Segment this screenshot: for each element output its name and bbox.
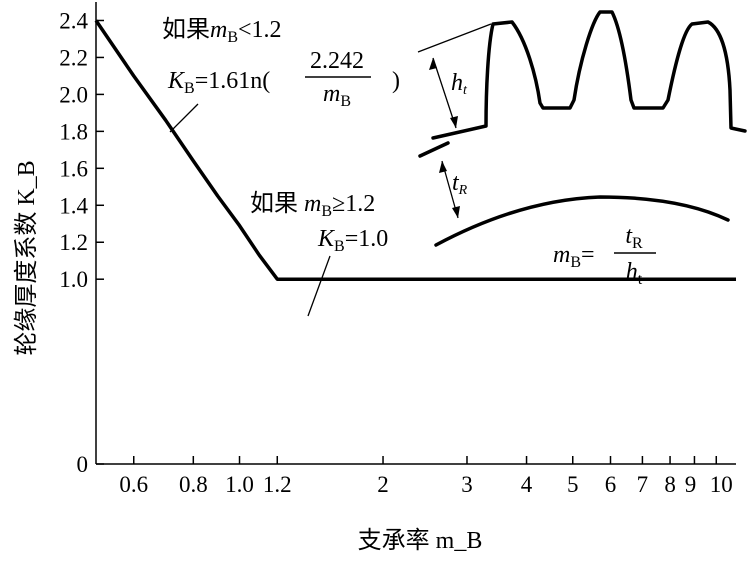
constant-label: KB=1.0 [317, 226, 388, 255]
y-tick-label: 1.4 [59, 193, 88, 218]
inset-tr-arrow-bottom [452, 206, 460, 218]
formula-denominator: mB [323, 81, 351, 110]
inset-ht-arrow-top [429, 58, 437, 70]
x-tick-label: 7 [637, 472, 649, 497]
y-tick-label: 2.0 [59, 82, 88, 107]
inset-base-segment [418, 141, 450, 158]
formula-label: KB=1.61n( [167, 68, 270, 97]
x-tick-label: 3 [461, 472, 473, 497]
x-tick-label: 9 [685, 472, 697, 497]
x-tick-label: 5 [567, 472, 579, 497]
ratio-denominator: ht [626, 259, 643, 288]
ratio-label: mB= [553, 242, 595, 271]
y-ticks: 0 1.0 1.2 1.4 1.6 1.8 2.0 2.2 2.4 [59, 8, 104, 477]
x-tick-label: 0.6 [119, 472, 148, 497]
x-tick-label: 2 [377, 472, 389, 497]
x-tick-label: 6 [605, 472, 617, 497]
x-axis-title: 支承率 m_B [358, 527, 483, 554]
inset-tooth-profile [431, 10, 747, 140]
x-tick-label: 1.2 [263, 472, 292, 497]
x-tick-label: 0.8 [179, 472, 208, 497]
inset-tr-arrow-top [439, 161, 447, 173]
x-tick-label: 1.0 [225, 472, 254, 497]
inset-extension-line [417, 23, 492, 53]
inset-ht-label: ht [451, 70, 468, 98]
series-group [94, 19, 736, 281]
x-tick-label: 8 [664, 472, 676, 497]
constant-leader-line [307, 255, 331, 317]
inset-diagram: ht tR [417, 10, 747, 247]
y-tick-label: 1.8 [59, 119, 88, 144]
formula-close-paren: ) [392, 68, 400, 94]
x-tick-label: 10 [710, 472, 733, 497]
condition-low-label: 如果mB<1.2 [162, 16, 282, 46]
x-tick-label: 4 [521, 472, 533, 497]
inset-backing-arc [434, 195, 730, 247]
y-tick-label: 0 [77, 452, 89, 477]
y-axis-title-group: 轮缘厚度系数 K_B [13, 160, 40, 355]
condition-high-label: 如果 mB≥1.2 [250, 190, 375, 220]
y-axis-title: 轮缘厚度系数 K_B [13, 160, 40, 355]
y-tick-label: 1.6 [59, 156, 88, 181]
inset-ht-arrow-bottom [450, 116, 458, 128]
y-tick-label: 2.2 [59, 45, 88, 70]
inset-tr-label: tR [452, 170, 468, 198]
inset-ht-dimension-line [432, 57, 457, 129]
axes [95, 2, 736, 465]
formula-leader-line [169, 103, 199, 133]
formula-numerator: 2.242 [310, 48, 364, 74]
y-tick-label: 1.2 [59, 230, 88, 255]
ratio-numerator: tR [625, 223, 643, 252]
x-ticks: 0.6 0.8 1.0 1.2 2 3 4 5 6 7 8 9 10 [119, 456, 733, 497]
series-line [94, 19, 736, 281]
y-tick-label: 2.4 [59, 8, 88, 33]
y-tick-label: 1.0 [59, 267, 88, 292]
